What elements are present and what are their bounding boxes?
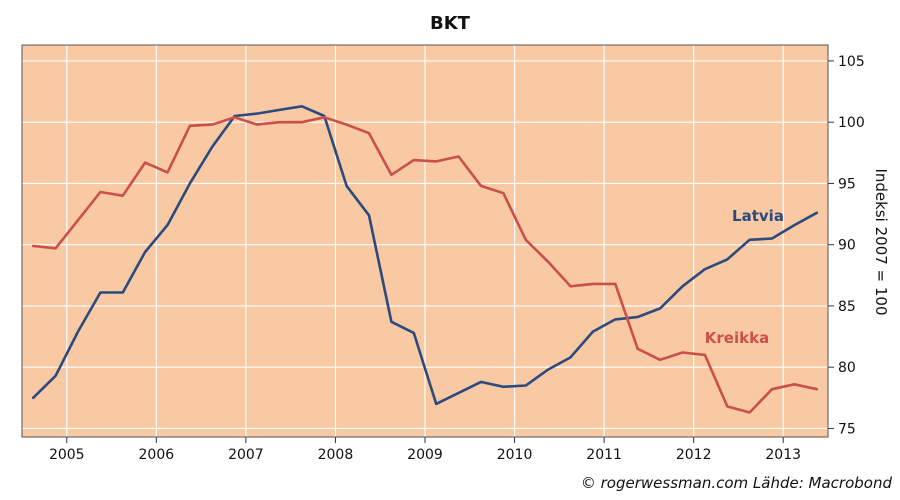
- x-tick-label: 2013: [765, 447, 801, 463]
- x-tick-label: 2010: [497, 447, 533, 463]
- credit-text: © rogerwessman.com Lähde: Macrobond: [581, 474, 893, 492]
- x-tick-label: 2006: [139, 447, 175, 463]
- y-tick-label: 85: [838, 299, 856, 315]
- series-label-latvia: Latvia: [732, 207, 784, 225]
- y-tick-label: 105: [838, 54, 865, 70]
- y-tick-label: 75: [838, 421, 856, 437]
- y-tick-label: 80: [838, 360, 856, 376]
- y-tick-label: 100: [838, 115, 865, 131]
- x-tick-label: 2009: [407, 447, 443, 463]
- chart-title: BKT: [430, 13, 471, 34]
- series-line-kreikka: [31, 116, 819, 414]
- x-tick-label: 2007: [228, 447, 264, 463]
- x-tick-label: 2005: [49, 447, 85, 463]
- y-tick-label: 95: [838, 176, 856, 192]
- series-label-kreikka: Kreikka: [705, 329, 769, 347]
- x-tick-label: 2008: [318, 447, 354, 463]
- x-tick-label: 2012: [676, 447, 712, 463]
- series-line-latvia: [31, 105, 819, 406]
- x-tick-label: 2011: [586, 447, 622, 463]
- y-tick-label: 90: [838, 238, 856, 254]
- y-axis-label: Indeksi 2007 = 100: [872, 168, 890, 315]
- plot-area: 2005 2006 2007 2008 2009 2010 2011 2012 2013 75 80…: [21, 44, 865, 463]
